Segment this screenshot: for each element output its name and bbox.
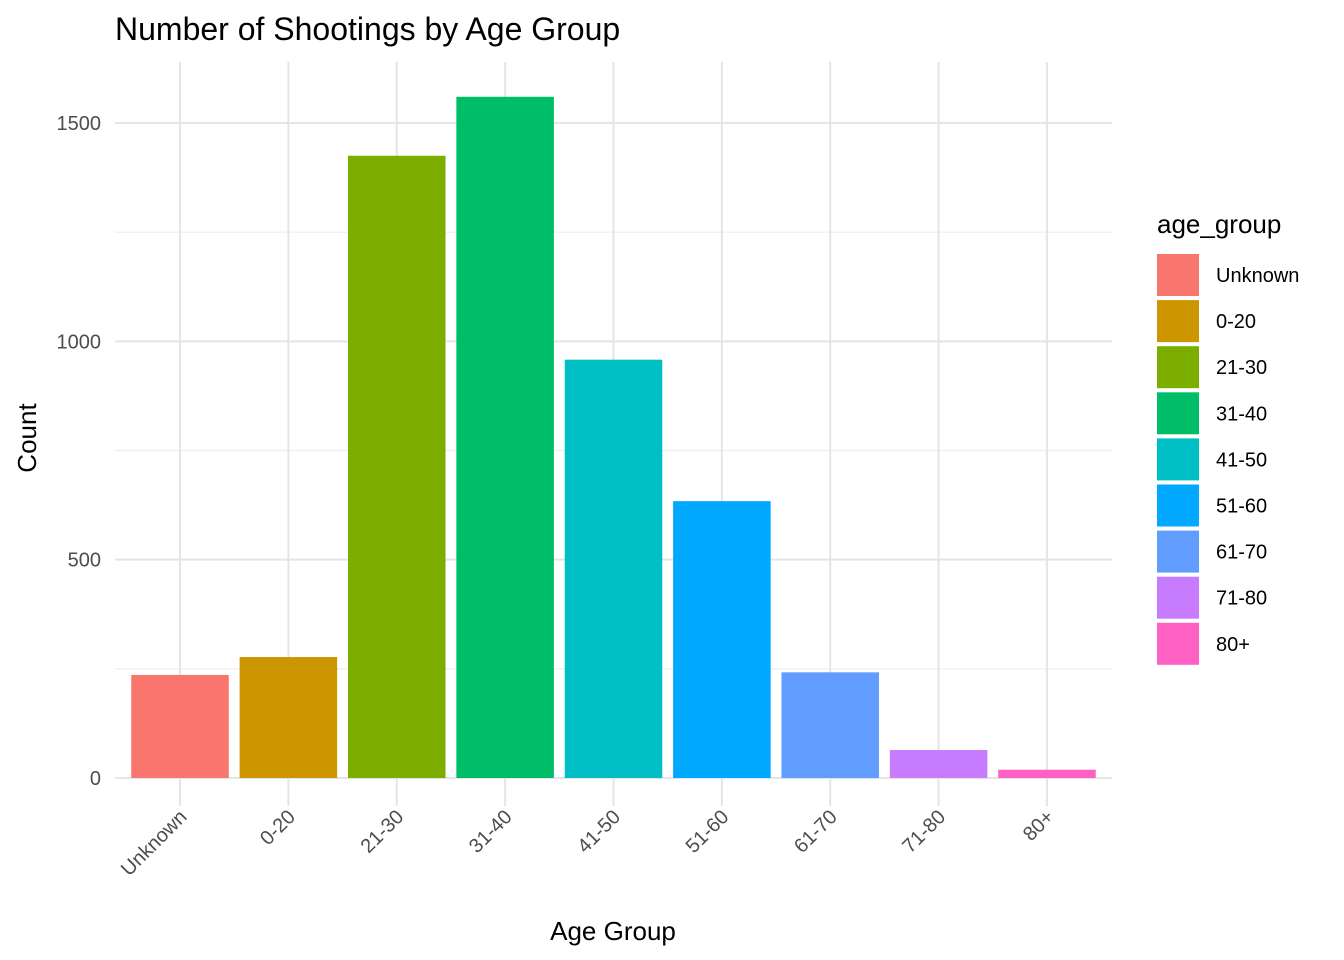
legend-key <box>1157 300 1199 343</box>
x-axis-ticks: Unknown 0-20 21-30 31-40 41-50 51-60 61-70 71-8… <box>117 806 1058 881</box>
legend-label: Unknown <box>1216 265 1299 287</box>
y-tick-label: 1000 <box>57 331 102 353</box>
bars <box>131 96 1096 779</box>
y-tick-label: 1500 <box>57 113 102 135</box>
bar-31-40 <box>456 96 554 779</box>
x-tick-label: 31-40 <box>465 806 517 858</box>
legend-label: 41-50 <box>1216 449 1267 471</box>
legend-key <box>1157 438 1199 481</box>
legend-key <box>1157 484 1199 527</box>
legend-label: 0-20 <box>1216 311 1256 333</box>
legend-key <box>1157 622 1199 665</box>
legend-key <box>1157 392 1199 435</box>
y-tick-label: 500 <box>68 550 101 572</box>
legend-label: 51-60 <box>1216 496 1267 518</box>
legend-key <box>1157 346 1199 389</box>
y-tick-label: 0 <box>90 768 101 790</box>
bar-51-60 <box>673 501 771 778</box>
x-tick-label: 80+ <box>1019 806 1059 846</box>
bar-71-80 <box>889 750 988 778</box>
x-tick-label: 71-80 <box>898 806 950 858</box>
legend-key <box>1157 530 1199 573</box>
bar-80plus <box>998 769 1096 778</box>
legend-key <box>1157 576 1199 619</box>
x-tick-label: 61-70 <box>790 806 842 858</box>
bar-0-20 <box>239 657 338 778</box>
chart-title: Number of Shootings by Age Group <box>115 11 620 47</box>
bar-61-70 <box>781 672 880 778</box>
legend-label: 31-40 <box>1216 403 1267 425</box>
y-axis-ticks: 0 500 1000 1500 <box>57 113 102 790</box>
x-tick-label: 21-30 <box>357 806 409 858</box>
legend-label: 61-70 <box>1216 542 1267 564</box>
legend-label: 71-80 <box>1216 588 1267 610</box>
legend-label: 21-30 <box>1216 357 1267 379</box>
x-tick-label: 0-20 <box>256 806 300 850</box>
bar-41-50 <box>564 359 663 778</box>
x-axis-title: Age Group <box>550 916 676 946</box>
x-tick-label: Unknown <box>117 806 192 881</box>
y-axis-title: Count <box>12 403 42 473</box>
legend-title: age_group <box>1157 209 1281 239</box>
x-tick-label: 51-60 <box>682 806 734 858</box>
legend: age_group Unknown 0-20 21-30 31-40 41-50 51-6… <box>1157 209 1299 665</box>
bar-unknown <box>131 674 229 778</box>
legend-label: 80+ <box>1216 634 1250 656</box>
x-tick-label: 41-50 <box>573 806 625 858</box>
legend-key <box>1157 254 1199 296</box>
bar-21-30 <box>347 155 446 778</box>
